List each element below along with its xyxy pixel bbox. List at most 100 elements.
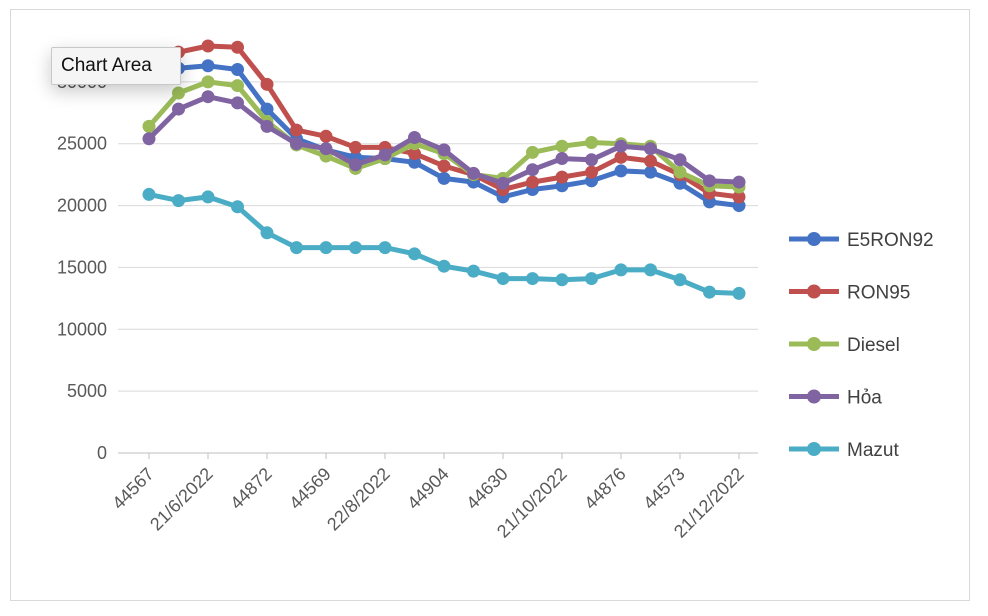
data-point[interactable] (231, 40, 244, 54)
legend-marker (807, 232, 821, 246)
data-point[interactable] (644, 154, 657, 168)
data-point[interactable] (319, 142, 333, 156)
data-point[interactable] (732, 286, 746, 300)
legend-marker (807, 337, 821, 351)
data-point[interactable] (526, 145, 539, 159)
data-point[interactable] (260, 102, 274, 116)
y-tick-label: 15000 (57, 257, 107, 277)
data-point[interactable] (496, 272, 510, 286)
data-point[interactable] (231, 96, 244, 110)
data-point[interactable] (349, 158, 362, 172)
data-point[interactable] (555, 170, 569, 184)
data-point[interactable] (644, 142, 657, 156)
y-tick-label: 5000 (67, 381, 107, 401)
data-point[interactable] (673, 165, 687, 179)
data-point[interactable] (201, 39, 215, 53)
data-point[interactable] (614, 150, 628, 164)
data-point[interactable] (260, 119, 274, 133)
data-point[interactable] (201, 190, 215, 204)
data-point[interactable] (378, 148, 392, 162)
legend-item[interactable]: Hỏa (789, 388, 882, 409)
data-point[interactable] (644, 165, 657, 179)
data-point[interactable] (614, 263, 628, 277)
chart-area[interactable]: 050001000015000200002500030000 4456721/6… (10, 9, 970, 601)
legend-item[interactable]: Mazut (789, 440, 899, 461)
data-point[interactable] (260, 77, 274, 91)
data-point[interactable] (585, 272, 598, 286)
data-point[interactable] (142, 187, 156, 201)
data-point[interactable] (319, 241, 333, 255)
data-point[interactable] (673, 153, 687, 167)
data-point[interactable] (142, 119, 156, 133)
y-tick-label: 25000 (57, 134, 107, 154)
data-point[interactable] (467, 264, 480, 278)
x-tick-label: 44567 (108, 464, 158, 514)
data-point[interactable] (408, 147, 421, 161)
data-point[interactable] (526, 272, 539, 286)
tooltip-label: Chart Area (61, 55, 152, 76)
data-point[interactable] (467, 166, 480, 180)
legend-marker (807, 284, 821, 299)
data-point[interactable] (585, 153, 598, 167)
data-point[interactable] (673, 273, 687, 287)
x-tick-label: 44876 (580, 464, 630, 514)
data-point[interactable] (349, 241, 362, 255)
x-tick-label: 44630 (462, 464, 512, 514)
legend-marker (807, 389, 821, 404)
data-point[interactable] (290, 241, 303, 255)
data-point[interactable] (644, 263, 657, 277)
data-point[interactable] (201, 59, 215, 73)
data-point[interactable] (437, 143, 451, 157)
x-tick-label: 21/6/2022 (146, 464, 217, 535)
data-point[interactable] (290, 123, 303, 137)
data-point[interactable] (408, 247, 421, 261)
data-point[interactable] (555, 273, 569, 287)
data-point[interactable] (703, 174, 716, 188)
data-point[interactable] (142, 132, 156, 146)
legend-label: Mazut (847, 440, 899, 461)
legend-label: E5RON92 (847, 230, 934, 251)
legend-marker (807, 442, 821, 456)
data-point[interactable] (732, 190, 746, 204)
x-tick-label: 44872 (226, 464, 276, 514)
data-point[interactable] (555, 139, 569, 153)
data-point[interactable] (408, 131, 421, 145)
x-tick-label: 44904 (403, 464, 453, 514)
data-point[interactable] (526, 175, 539, 189)
legend-item[interactable]: RON95 (789, 283, 910, 304)
data-point[interactable] (437, 259, 451, 273)
data-point[interactable] (732, 175, 746, 189)
data-point[interactable] (290, 137, 303, 151)
data-point[interactable] (201, 90, 215, 104)
data-point[interactable] (585, 135, 598, 149)
data-point[interactable] (496, 176, 510, 190)
legend-item[interactable]: Diesel (789, 335, 900, 356)
data-point[interactable] (231, 79, 244, 93)
data-point[interactable] (614, 139, 628, 153)
data-point[interactable] (526, 163, 539, 177)
series-hỏa[interactable] (142, 90, 746, 190)
data-point[interactable] (231, 62, 244, 76)
data-point[interactable] (201, 75, 215, 89)
data-point[interactable] (437, 159, 451, 173)
data-point[interactable] (319, 129, 333, 143)
y-axis-ticks: 050001000015000200002500030000 (57, 72, 107, 463)
series-mazut[interactable] (142, 187, 746, 300)
data-point[interactable] (555, 152, 569, 166)
data-point[interactable] (172, 102, 185, 116)
data-point[interactable] (260, 226, 274, 240)
data-point[interactable] (172, 194, 185, 208)
data-point[interactable] (585, 165, 598, 179)
data-point[interactable] (614, 164, 628, 178)
x-tick-label: 22/8/2022 (323, 464, 394, 535)
chart-area-tooltip: Chart Area (51, 47, 181, 85)
data-point[interactable] (172, 86, 185, 100)
data-point[interactable] (437, 171, 451, 185)
data-point[interactable] (349, 140, 362, 154)
legend-item[interactable]: E5RON92 (789, 230, 934, 251)
data-point[interactable] (703, 285, 716, 299)
data-point[interactable] (231, 200, 244, 214)
data-point[interactable] (378, 241, 392, 255)
legend-label: RON95 (847, 283, 910, 304)
